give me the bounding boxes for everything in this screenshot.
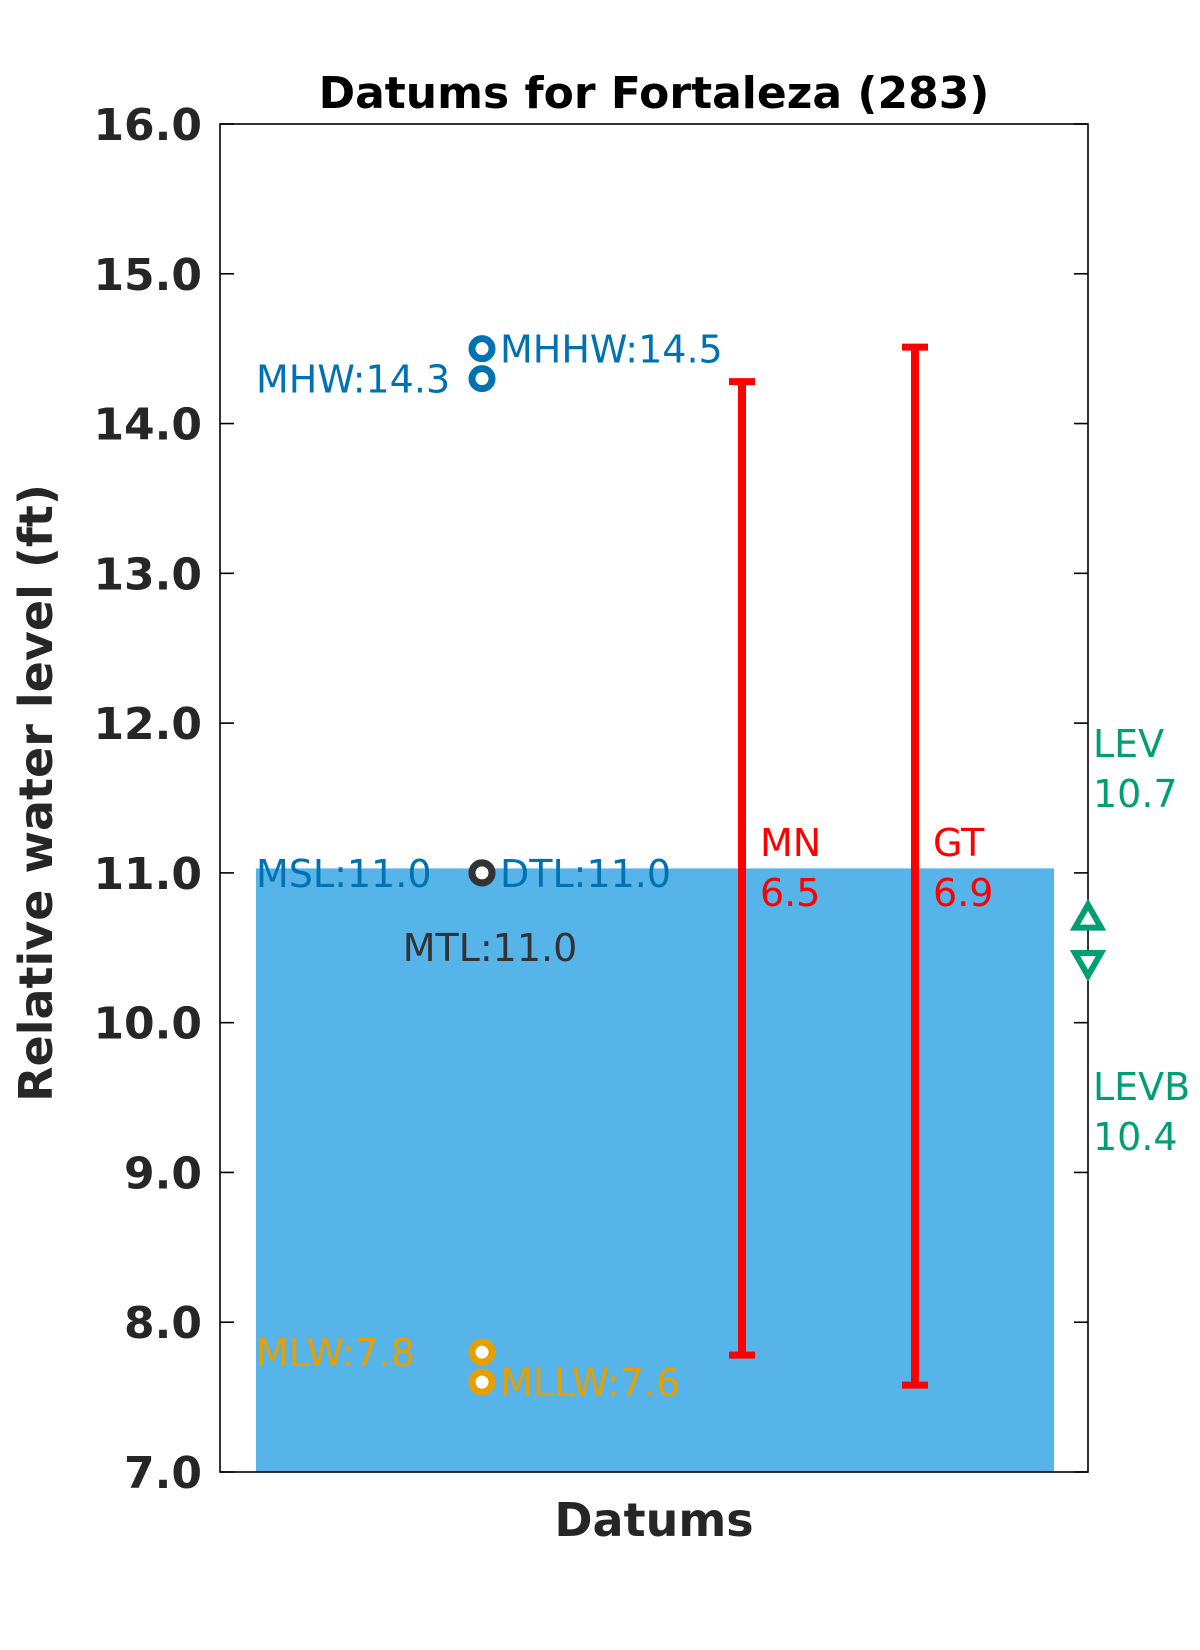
datum-label-msl: MSL:11.0 [256,852,432,896]
datum-label-mtl: MTL:11.0 [403,926,578,970]
datum-marker-mhw [468,365,496,393]
y-tick-label-4: 11.0 [93,849,202,900]
datum-marker-mhhw [468,335,496,363]
y-tick-label-6: 13.0 [93,549,202,600]
range-value-gt: 6.9 [933,871,993,915]
extreme-label-levb: LEVB [1093,1065,1190,1109]
datum-label-dtl: DTL:11.0 [500,852,671,896]
y-tick-label-1: 8.0 [124,1298,202,1349]
fill-region [256,868,1054,1472]
chart-title: Datums for Fortaleza (283) [319,68,990,119]
extreme-value-levb: 10.4 [1093,1115,1178,1159]
y-tick-label-9: 16.0 [93,100,202,151]
range-value-mn: 6.5 [760,871,820,915]
plot-area: 7.0 8.0 9.0 10.0 11.0 12.0 13.0 14.0 15.0 16.0 MHH… [93,100,1190,1499]
range-label-mn: MN [760,821,821,865]
datum-marker-mlw [468,1338,496,1366]
datum-label-mhhw: MHHW:14.5 [500,328,723,372]
y-tick-label-0: 7.0 [124,1448,202,1499]
datum-label-mlw: MLW:7.8 [256,1331,415,1375]
datum-marker-mllw [468,1368,496,1396]
plot-frame [219,123,1089,1473]
extreme-label-lev: LEV [1093,722,1164,766]
range-label-gt: GT [933,821,985,865]
datum-marker-mtl [468,859,496,887]
y-tick-label-3: 10.0 [93,999,202,1050]
y-tick-label-7: 14.0 [93,400,202,451]
extreme-marker-levb [1069,950,1107,982]
datum-label-mhw: MHW:14.3 [256,358,450,402]
extreme-marker-lev [1069,898,1107,931]
y-tick-label-5: 12.0 [93,699,202,750]
y-tick-label-2: 9.0 [124,1148,202,1199]
x-axis-label: Datums [554,1493,753,1547]
y-tick-label-8: 15.0 [93,250,202,301]
y-axis-label: Relative water level (ft) [9,484,63,1102]
datum-label-mllw: MLLW:7.6 [500,1361,680,1405]
extreme-value-lev: 10.7 [1093,772,1178,816]
